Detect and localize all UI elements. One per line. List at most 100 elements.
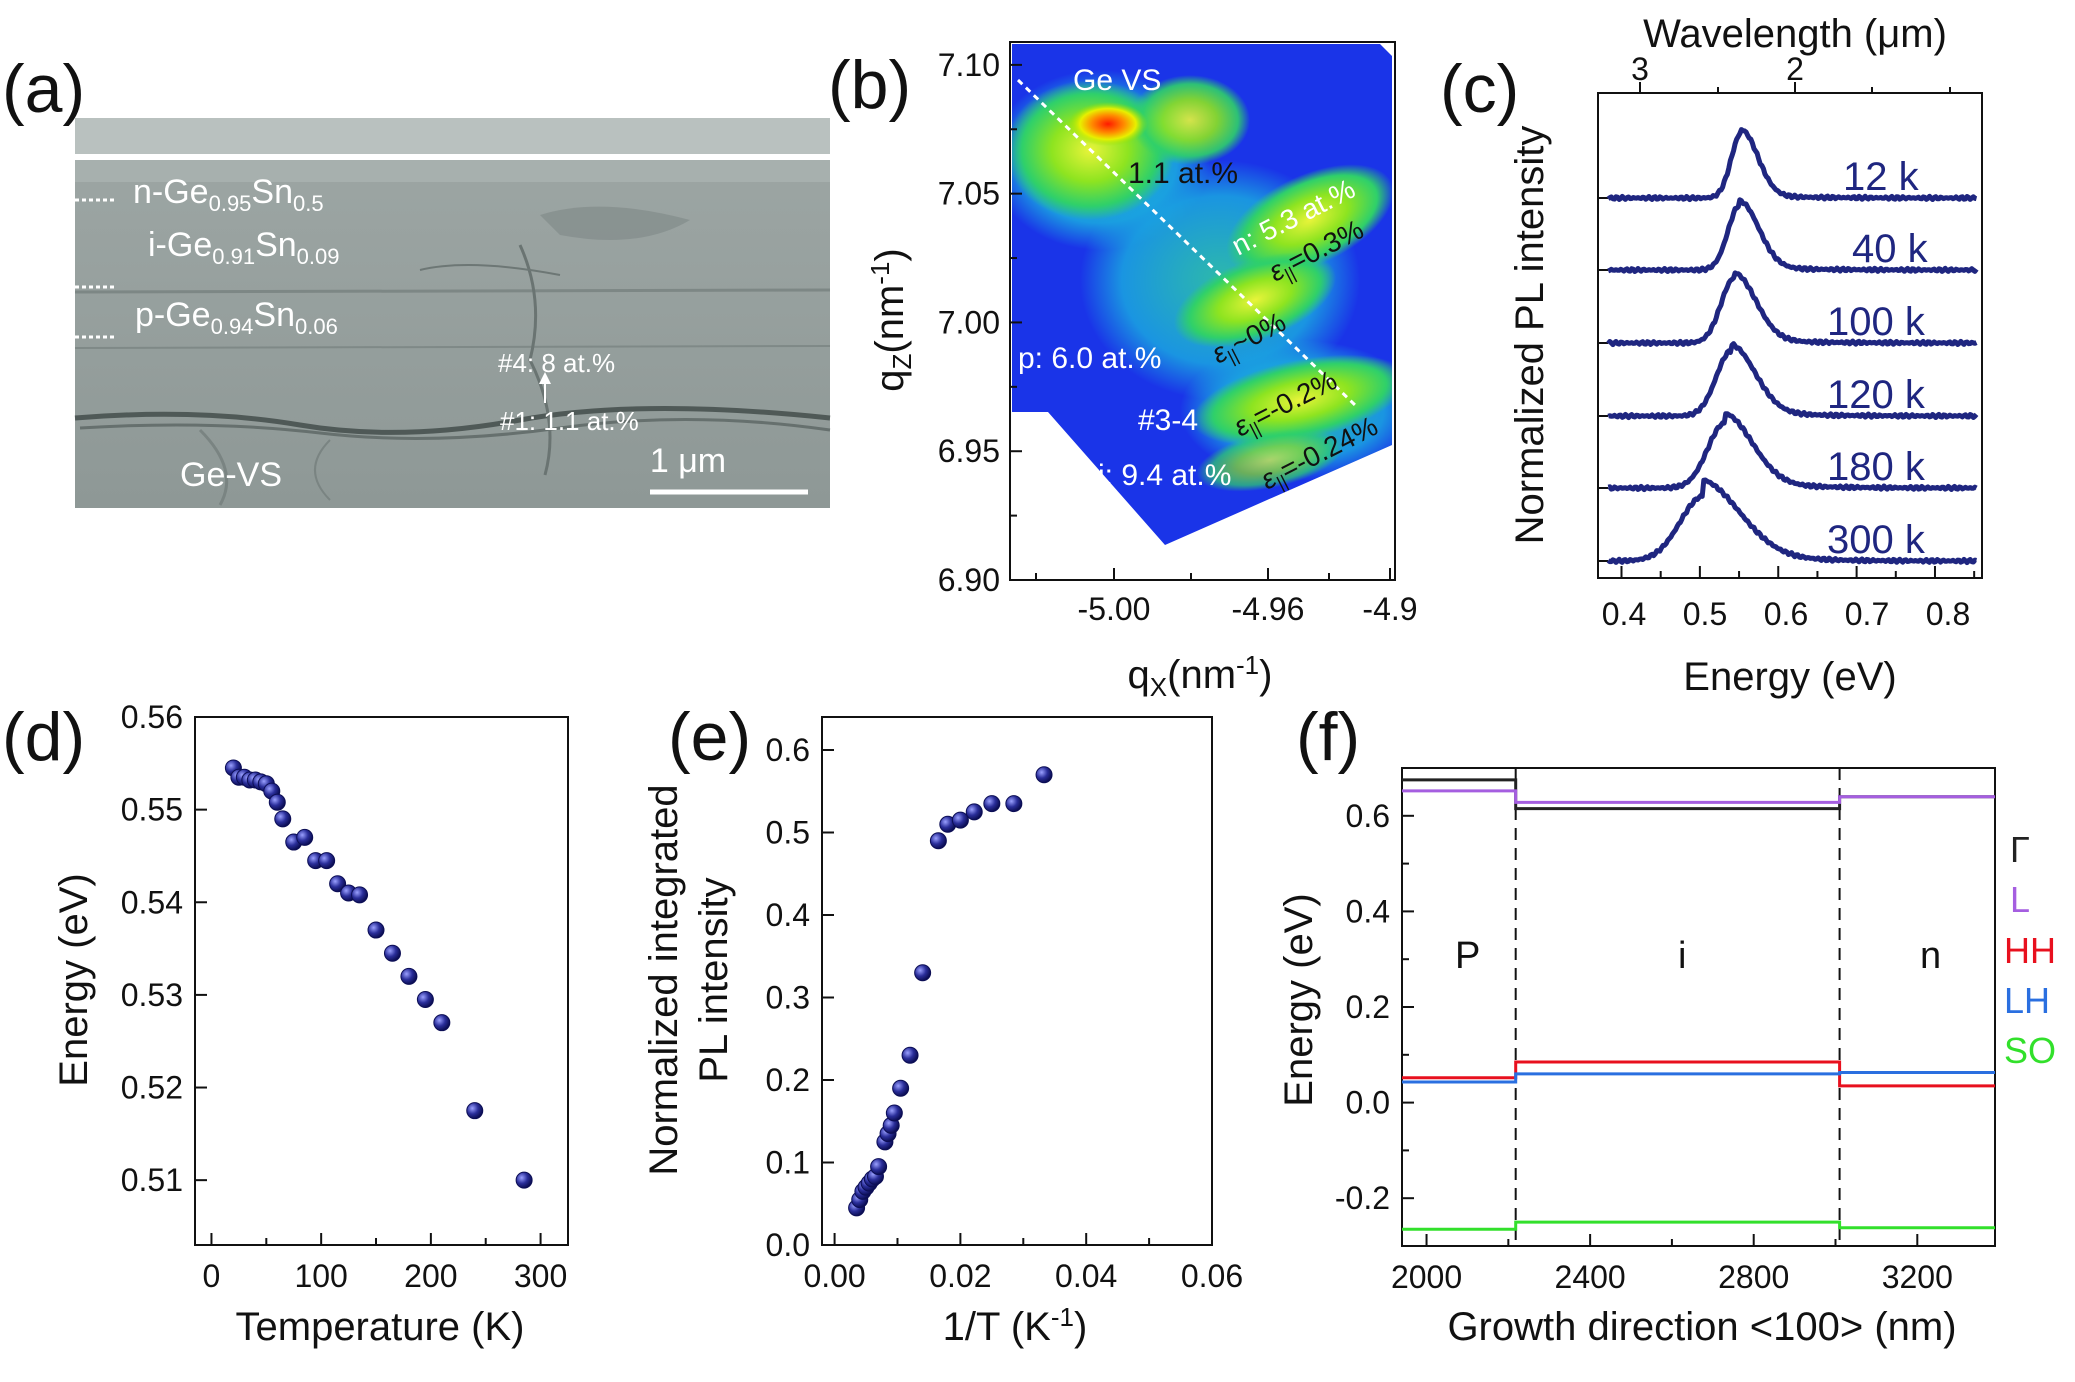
panel-d-xtick: 0 [203,1258,221,1294]
panel-b-frame [1009,41,1396,581]
panel-d-point [329,875,347,893]
panel-e-xtick: 0.04 [1055,1258,1117,1294]
panel-d-point [274,810,292,828]
panel-e-point [965,803,983,821]
panel-b-ytick: 7.05 [938,176,1000,212]
panel-e-ytick: 0.6 [766,732,810,768]
panel-c-ylabel: Normalized PL intensity [1508,126,1552,545]
panel-f-ytick: -0.2 [1335,1180,1390,1216]
panel-c-xtick-0: 0.4 [1602,596,1646,632]
panel-e-label: (e) [668,699,751,775]
panel-b-ytick: 6.95 [938,433,1000,469]
panel-e-frame [821,716,1213,1246]
panel-f-ylabel: Energy (eV) [1277,893,1321,1106]
legend-so: SO [2004,1030,2056,1071]
panel-c-xticks [1598,197,1976,578]
panel-d-xtick: 300 [514,1258,567,1294]
panel-f-ytick: 0.0 [1346,1085,1390,1121]
ann-ge-vs: Ge VS [1073,64,1161,97]
pl-curve-12k [1606,127,1978,203]
pl-curve-300k [1606,477,1978,566]
region-n: n [1920,935,1941,977]
band-lh [1402,1071,1995,1084]
panel-e-point [870,1158,888,1176]
panel-e-point [901,1046,919,1064]
scale-bar-label: 1 μm [650,442,726,480]
panel-e-ytick: 0.1 [766,1145,810,1181]
panel-f-bands [1402,778,1995,1231]
panel-e-point [885,1104,903,1122]
panel-b-xtick: -5.00 [1078,591,1151,627]
panel-d-point [383,944,401,962]
panel-c-xtick-2: 0.6 [1764,596,1808,632]
curve-label-12k: 12 k [1843,155,1920,199]
panel-c-xtick-3: 0.7 [1845,596,1889,632]
panel-c-xtick-4: 0.8 [1926,596,1970,632]
layer-i-label: i-Ge0.91Sn0.09 [148,226,339,269]
layer-n-label: n-Ge0.95Sn0.5 [133,173,324,216]
panel-e-point [983,795,1001,813]
panel-d-point [296,828,314,846]
panel-b-xlabel: qX(nm-1) [1128,650,1273,702]
legend-lh: LH [2004,980,2050,1021]
annotation-4: #4: 8 at.% [498,348,615,378]
ann-1-1: 1.1 at.% [1128,157,1238,190]
panel-b-axes: 6.90 6.95 7.00 7.05 7.10 -5.00 -4.96 -4.9 [938,47,1418,627]
panel-b-xtick: -4.96 [1232,591,1305,627]
panel-c-top-tick-2: 2 [1786,51,1804,87]
panel-b-ylabel: qZ(nm-1) [865,248,917,391]
panel-d-axes: 0 100 200 300 0.51 0.52 0.53 0.54 0.55 0.56 [121,699,568,1294]
panel-d-xlabel: Temperature (K) [236,1305,525,1349]
panel-d-frame [194,716,569,1246]
panel-a-label: (a) [2,51,85,127]
panel-e-points [848,766,1053,1217]
panel-d-point [351,886,369,904]
panel-d-point [400,967,418,985]
panel-c-xtick-1: 0.5 [1683,596,1727,632]
panel-c-curve-labels: 12 k 40 k 100 k 120 k 180 k 300 k [1827,155,1929,562]
panel-f-ytick: 0.2 [1346,989,1390,1025]
panel-d-ytick: 0.53 [121,977,183,1013]
panel-d-xtick: 100 [294,1258,347,1294]
panel-f-ytick: 0.6 [1346,798,1390,834]
ann-p: p: 6.0 at.% [1018,342,1161,375]
panel-c-frame [1597,92,1983,579]
panel-d-point [466,1102,484,1120]
annotation-1: #1: 1.1 at.% [500,406,639,436]
panel-e-point [929,832,947,850]
panel-d-point [318,852,336,870]
band-l [1402,789,1995,804]
pl-curve-180k [1607,411,1978,493]
curve-label-180k: 180 k [1827,445,1926,489]
panel-e-ytick: 0.5 [766,815,810,851]
panel-f-xtick: 2400 [1555,1259,1626,1295]
panel-d-point [433,1014,451,1032]
panel-d-xtick: 200 [404,1258,457,1294]
panel-e-xtick: 0.02 [929,1258,991,1294]
legend-hh: HH [2004,930,2056,971]
panel-e-point [951,811,969,829]
panel-e-xlabel: 1/T (K-1) [943,1302,1088,1349]
panel-c-curves [1606,127,1979,566]
panel-d-ytick: 0.56 [121,699,183,735]
band-so [1402,1220,1995,1231]
curve-label-100k: 100 k [1827,300,1926,344]
panel-e-ylabel-1: Normalized integrated [642,784,686,1175]
panel-b-xtick: -4.9 [1362,591,1417,627]
curve-label-40k: 40 k [1852,227,1929,271]
panel-e-ytick: 0.2 [766,1062,810,1098]
panel-b-ytick: 7.10 [938,47,1000,83]
substrate-label: Ge-VS [180,456,282,494]
panel-c-top-tick-3: 3 [1631,51,1649,87]
region-i: i [1678,935,1686,977]
panel-e-axes: 0.00 0.02 0.04 0.06 0.0 0.1 0.2 0.3 0.4 0.5 0.6 [766,732,1244,1294]
band-gamma [1402,778,1995,811]
layer-p-label: p-Ge0.94Sn0.06 [135,296,338,339]
panel-e-xtick: 0.00 [803,1258,865,1294]
ann-3-4: #3-4 [1138,404,1198,437]
panel-e-ylabel-2: PL intensity [692,877,736,1082]
ann-i: i: 9.4 at.% [1098,459,1231,492]
panel-d-point [367,921,385,939]
legend-gamma: Γ [2010,829,2030,870]
panel-b-ytick: 7.00 [938,304,1000,340]
